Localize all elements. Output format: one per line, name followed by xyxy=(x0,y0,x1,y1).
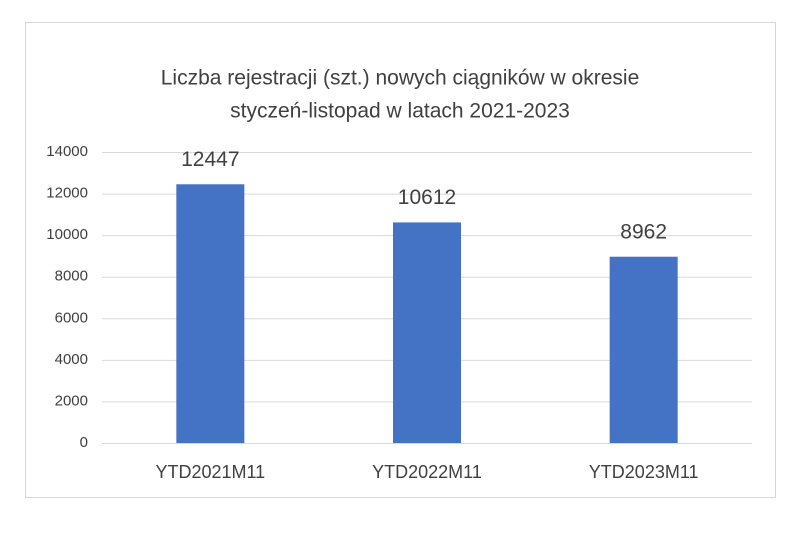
y-tick-label: 14000 xyxy=(46,143,88,160)
y-tick-label: 6000 xyxy=(55,309,88,326)
chart-title: Liczba rejestracji (szt.) nowych ciągnik… xyxy=(161,67,640,90)
x-tick-label: YTD2021M11 xyxy=(155,462,265,482)
y-tick-label: 2000 xyxy=(55,392,88,409)
x-tick-label: YTD2023M11 xyxy=(589,462,699,482)
y-tick-label: 10000 xyxy=(46,226,88,243)
data-label: 8962 xyxy=(620,220,667,243)
bar xyxy=(393,222,461,443)
y-tick-label: 8000 xyxy=(55,268,88,285)
bar xyxy=(609,256,678,443)
data-label: 10612 xyxy=(398,186,456,209)
y-tick-label: 0 xyxy=(80,434,88,451)
bar xyxy=(176,184,245,443)
chart-title: styczeń-listopad w latach 2021-2023 xyxy=(230,100,570,123)
y-tick-label: 4000 xyxy=(55,351,88,368)
x-tick-label: YTD2022M11 xyxy=(372,462,482,482)
y-tick-label: 12000 xyxy=(46,185,88,202)
data-label: 12447 xyxy=(181,148,239,171)
